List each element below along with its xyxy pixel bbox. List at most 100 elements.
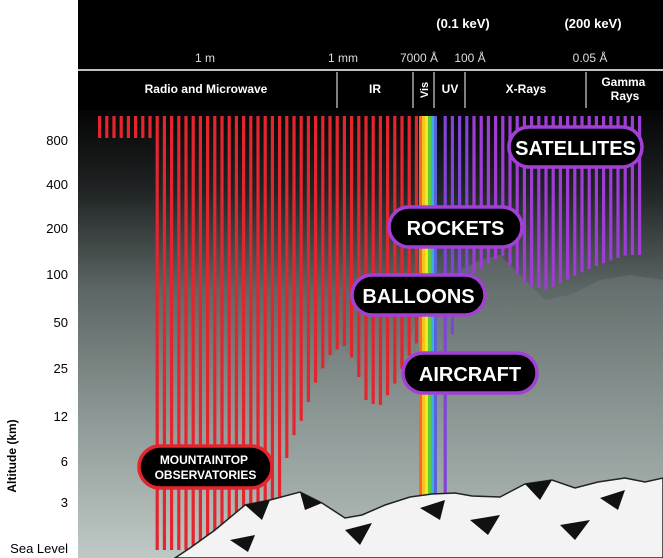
transmission-bar — [350, 116, 354, 358]
transmission-bar — [508, 116, 512, 266]
transmission-bar — [206, 116, 210, 550]
transmission-bar — [609, 116, 613, 261]
transmission-bar — [148, 116, 152, 138]
transmission-bar — [371, 116, 375, 404]
altitude-tick: 6 — [61, 454, 68, 469]
transmission-bar — [501, 116, 505, 257]
transmission-bar — [393, 116, 397, 384]
wavelength-label-1mm: 1 mm — [328, 51, 358, 65]
transmission-bar — [184, 116, 188, 550]
transmission-bar — [537, 116, 541, 288]
transmission-bar — [580, 116, 584, 273]
transmission-bar — [342, 116, 346, 346]
transmission-bar — [162, 116, 166, 550]
transmission-bar — [242, 116, 246, 550]
band-label-uv: UV — [442, 82, 459, 96]
transmission-bar — [220, 116, 224, 550]
transmission-bar — [263, 116, 267, 550]
transmission-bar — [249, 116, 253, 550]
transmission-bar — [321, 116, 325, 369]
transmission-bar — [112, 116, 116, 138]
energy-label-200kev: (200 keV) — [564, 16, 621, 31]
altitude-axis: 800 400 200 100 50 25 12 6 3 Sea Level — [10, 133, 68, 556]
transmission-bar — [119, 116, 123, 138]
altitude-tick: 25 — [54, 361, 68, 376]
band-label-radio: Radio and Microwave — [145, 82, 268, 96]
transmission-bar — [234, 116, 238, 550]
band-label-gamma: Gamma Rays — [601, 75, 648, 103]
platform-pill — [401, 351, 539, 395]
transmission-bar — [98, 116, 102, 138]
transmission-bar — [494, 116, 498, 260]
transmission-bar — [616, 116, 620, 258]
wavelength-label-0.05a: 0.05 Å — [573, 50, 608, 65]
transmission-bar — [191, 116, 195, 550]
transmission-bar — [558, 116, 562, 284]
transmission-bar — [306, 116, 310, 402]
transmission-bar — [270, 116, 274, 545]
platform-balloons: BALLOONS — [350, 273, 487, 317]
altitude-tick: Sea Level — [10, 541, 68, 556]
transmission-bar — [364, 116, 368, 401]
platform-pill — [137, 444, 274, 490]
transmission-bar — [378, 116, 382, 405]
transmission-bar — [213, 116, 217, 550]
transmission-bar — [299, 116, 303, 421]
transmission-bar — [594, 116, 598, 267]
altitude-axis-title: Altitude (km) — [5, 419, 19, 492]
transmission-bar — [314, 116, 318, 383]
platform-label: AIRCRAFT — [419, 364, 521, 386]
transmission-bar — [335, 116, 339, 350]
transmission-bar — [465, 116, 469, 282]
transmission-bar — [479, 116, 483, 269]
wavelength-label-100a: 100 Å — [454, 50, 485, 65]
transmission-bar — [141, 116, 145, 138]
band-label-gamma-line2: Rays — [611, 89, 640, 103]
transmission-bar — [134, 116, 138, 138]
transmission-bar — [530, 116, 534, 287]
band-label-ir: IR — [369, 82, 381, 96]
header-band — [78, 0, 663, 110]
platform-label: SATELLITES — [515, 138, 636, 160]
transmission-bar — [126, 116, 130, 138]
platform-mountaintop: MOUNTAINTOP OBSERVATORIES — [137, 444, 274, 490]
transmission-bar — [587, 116, 591, 269]
transmission-bar — [198, 116, 202, 550]
transmission-bar — [458, 116, 462, 292]
transmission-bar — [357, 116, 361, 377]
platform-pill — [507, 125, 644, 169]
transmission-bar — [177, 116, 181, 550]
transmission-bar — [544, 116, 548, 290]
platform-pill — [387, 205, 524, 249]
platform-satellites: SATELLITES — [507, 125, 644, 169]
band-label-gamma-line1: Gamma — [601, 75, 645, 89]
transmission-bar — [638, 116, 642, 255]
platform-label: ROCKETS — [407, 218, 505, 240]
altitude-tick: 3 — [61, 495, 68, 510]
altitude-tick: 100 — [46, 267, 68, 282]
wavelength-label-7000a: 7000 Å — [400, 50, 438, 65]
wavelength-label-1m: 1 m — [195, 51, 215, 65]
platform-pill — [350, 273, 487, 317]
platform-aircraft: AIRCRAFT — [401, 351, 539, 395]
platform-label-line1: MOUNTAINTOP — [160, 453, 248, 467]
transmission-bar — [170, 116, 174, 550]
band-label-xrays: X-Rays — [506, 82, 547, 96]
altitude-tick: 12 — [54, 409, 68, 424]
transmission-bar — [256, 116, 260, 550]
transmission-bar — [227, 116, 231, 550]
transmission-bar — [551, 116, 555, 287]
transmission-bar — [522, 116, 526, 283]
platform-label: BALLOONS — [362, 286, 474, 308]
transmission-bar — [630, 116, 634, 255]
transmission-bar — [486, 116, 490, 265]
transmission-bar — [155, 116, 159, 550]
altitude-tick: 400 — [46, 177, 68, 192]
platform-rockets: ROCKETS — [387, 205, 524, 249]
transmission-bar — [623, 116, 627, 256]
altitude-tick: 800 — [46, 133, 68, 148]
transmission-bar — [328, 116, 332, 355]
transmission-bar — [105, 116, 109, 138]
